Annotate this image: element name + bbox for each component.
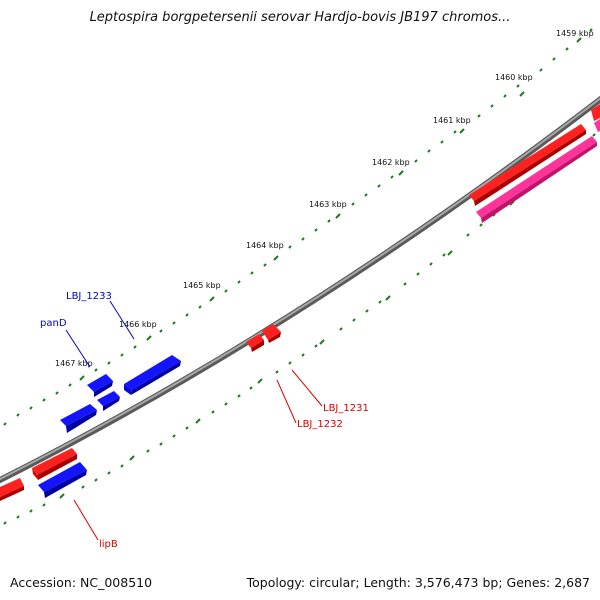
gene-label[interactable]: panD [40,318,67,329]
scale-label: 1465 kbp [183,281,221,290]
gene-label[interactable]: LBJ_1232 [297,419,343,430]
gene-feature[interactable] [60,404,97,433]
genome-stats-text: Topology: circular; Length: 3,576,473 bp… [246,575,590,590]
scale-label: 1463 kbp [309,200,347,209]
gene-feature[interactable] [591,104,600,121]
gene-feature[interactable] [594,119,600,132]
scale-label: 1460 kbp [495,73,533,82]
scale-label: 1464 kbp [246,241,284,250]
gene-feature[interactable] [262,324,281,343]
outer-tick-ring [3,28,593,426]
gene-feature[interactable] [469,124,586,206]
scale-label: 1467 kbp [55,359,93,368]
gene-feature[interactable] [0,478,24,501]
map-title: Leptospira borgpetersenii serovar Hardjo… [89,10,511,25]
gene-feature[interactable] [476,136,597,223]
gene-label[interactable]: LBJ_1233 [66,291,112,302]
scale-label: 1461 kbp [433,116,471,125]
gene-feature[interactable] [124,355,181,395]
gene-feature[interactable] [246,334,264,352]
gene-feature[interactable] [32,448,77,480]
accession-text: Accession: NC_008510 [10,575,153,590]
scale-label: 1462 kbp [372,158,410,167]
gene-label[interactable]: lipB [99,539,118,550]
gene-label[interactable]: LBJ_1231 [323,403,369,414]
scale-label: 1459 kbp [556,29,594,38]
gene-feature[interactable] [97,391,120,411]
gene-feature[interactable] [38,462,87,498]
gene-feature[interactable] [87,374,113,397]
scale-label: 1466 kbp [119,320,157,329]
